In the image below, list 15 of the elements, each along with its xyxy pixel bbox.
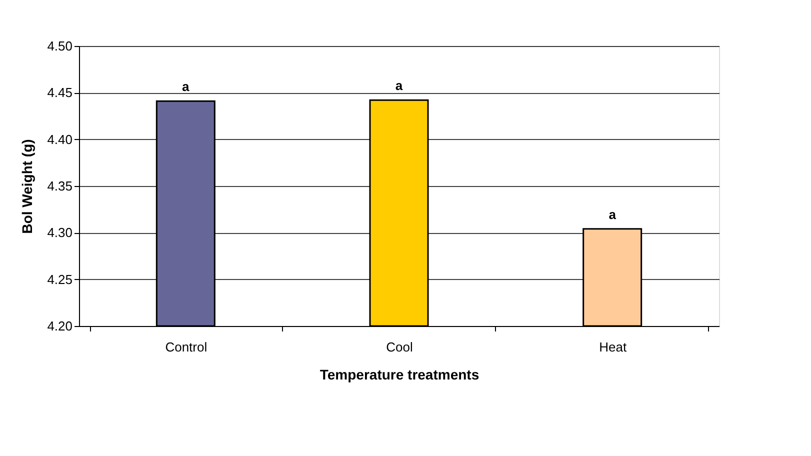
annotation: a xyxy=(395,78,404,94)
annotation: a xyxy=(608,206,617,222)
x-tick-label: Cool xyxy=(386,340,413,354)
y-tick-label: 4.45 xyxy=(47,85,72,100)
y-tick-label: 4.35 xyxy=(47,178,72,194)
annotation: a xyxy=(182,79,190,94)
x-axis-title: Temperature treatments xyxy=(320,366,480,382)
x-tick-label: Control xyxy=(165,340,208,354)
y-tick-label: 4.50 xyxy=(47,38,72,54)
y-tick-label: 4.40 xyxy=(47,132,72,147)
y-tick-label: 4.20 xyxy=(47,318,72,334)
x-tick-label: Heat xyxy=(599,340,627,354)
y-tick-label: 4.25 xyxy=(47,272,72,287)
y-tick-label: 4.30 xyxy=(47,225,72,240)
y-axis-title: Bol Weight (g) xyxy=(19,139,36,234)
